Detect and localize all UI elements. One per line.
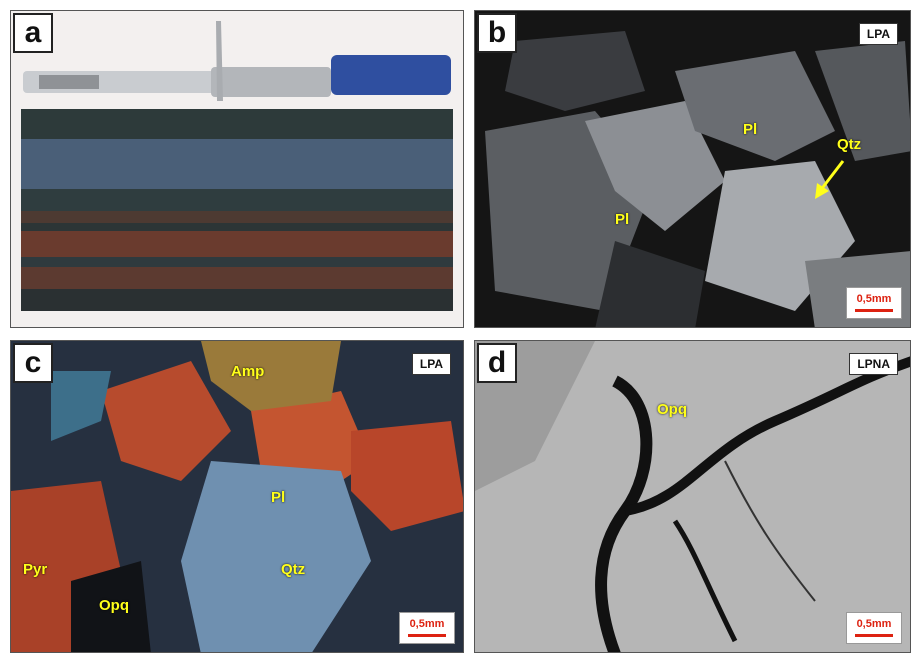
panel-letter-d: d [477,343,517,383]
mineral-label-qtz: Qtz [837,136,862,153]
mineral-label-opq: Opq [657,401,687,418]
thin-section-micrograph-d [475,341,910,652]
scale-bar-label: 0,5mm [856,618,892,630]
panel-a: a [10,10,464,328]
mineral-label-amp: Amp [231,363,265,380]
panel-d: d LPNA Opq 0,5mm [474,340,911,653]
panel-letter-a: a [13,13,53,53]
polarization-mode-badge: LPNA [849,353,898,375]
scale-bar-line [855,634,893,637]
panel-letter-c: c [13,343,53,383]
panel-c: c LPA Amp Pl Qtz Pyr Opq 0,5mm [10,340,464,653]
mineral-label-opq: Opq [99,597,129,614]
mineral-label-pl: Pl [615,211,630,228]
thin-section-micrograph-c [11,341,463,652]
mineral-label-qtz: Qtz [281,561,306,578]
mineral-label-pl: Pl [743,121,758,138]
scale-bar: 0,5mm [846,612,902,644]
panel-letter-b: b [477,13,517,53]
scale-bar: 0,5mm [399,612,455,644]
scale-bar-line [855,309,893,312]
polarization-mode-badge: LPA [858,23,898,45]
mineral-label-pl: Pl [271,489,286,506]
panel-b: b LPA Pl Pl Qtz 0,5mm [474,10,911,328]
scale-bar-label: 0,5mm [856,293,892,305]
mineral-label-pyr: Pyr [23,561,48,578]
scale-bar-line [408,634,446,637]
scale-bar: 0,5mm [846,287,902,319]
scale-bar-label: 0,5mm [409,618,445,630]
arrow-icon [815,160,845,199]
polarization-mode-badge: LPA [411,353,451,375]
rock-core-photo [11,11,463,327]
